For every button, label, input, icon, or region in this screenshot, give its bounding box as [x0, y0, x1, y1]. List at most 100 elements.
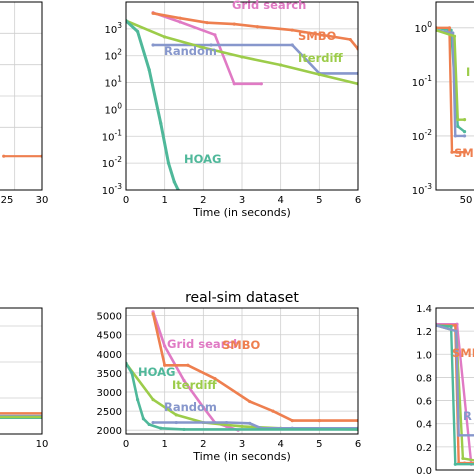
smbo-point: [205, 21, 209, 25]
smbo-point: [290, 28, 294, 32]
random-point: [248, 421, 252, 425]
hoag-point: [136, 29, 140, 34]
random-point: [174, 420, 178, 425]
series-iterdiff: [436, 28, 467, 122]
chart-title: real-sim dataset: [185, 290, 299, 306]
smbo-line: [151, 12, 358, 51]
y-tick-label: 3000: [97, 388, 122, 399]
random-point: [462, 134, 467, 138]
series-label-smbo: SMBO: [222, 338, 260, 352]
y-tick-label: 1.4: [416, 304, 432, 315]
x-tick-label: 30: [36, 195, 49, 206]
hoag-point: [159, 426, 163, 430]
plot-frame-bottom-right: [435, 307, 474, 471]
iterdiff-line: [436, 29, 466, 121]
y-tick-label: 1.2: [416, 327, 432, 338]
y-tick-label: 102: [104, 48, 122, 63]
x-axis-label: Time (in seconds): [192, 206, 291, 219]
smbo-point: [151, 11, 155, 15]
smbo-point: [2, 154, 6, 158]
iterdiff-point: [452, 34, 457, 38]
random-point: [453, 134, 457, 138]
series-random: [436, 28, 467, 138]
series-label-hoag: HOAG: [138, 365, 175, 379]
hoag-point: [141, 417, 145, 421]
iterdiff-point: [240, 424, 244, 428]
grid_search-point: [163, 344, 167, 348]
x-tick-label: 0: [123, 439, 129, 450]
grid_search-point: [259, 82, 263, 86]
series-label-grid_search: Grid search: [167, 337, 241, 351]
hoag-point: [147, 422, 151, 427]
x-tick-label: 50: [460, 195, 473, 206]
y-tick-label: 10-1: [412, 74, 432, 89]
hoag-point: [130, 371, 134, 375]
random-line: [436, 324, 474, 437]
smbo-point: [163, 363, 167, 367]
y-tick-label: 3500: [97, 369, 122, 380]
grid_search-point: [213, 33, 217, 37]
x-tick-label: 3: [239, 195, 245, 206]
iterdiff-point: [201, 46, 205, 50]
x-tick-label: 1: [161, 439, 167, 450]
iterdiff-point: [151, 398, 155, 402]
series-smbo: [2, 154, 42, 158]
plot-frame-top-middle: [125, 1, 359, 191]
y-tick-label: 100: [104, 101, 122, 116]
y-tick-label: 0.4: [416, 420, 432, 431]
x-tick-label: 6: [355, 195, 361, 206]
smbo-point: [151, 312, 155, 316]
random-line: [436, 29, 466, 138]
y-tick-label: 2000: [97, 426, 122, 437]
hoag-point: [136, 398, 140, 402]
grid_search-point: [232, 82, 236, 86]
hoag-point: [182, 427, 186, 432]
series-label-smbo: SMB: [454, 146, 474, 160]
smbo-point: [186, 363, 190, 367]
y-tick-label: 0.0: [416, 466, 432, 474]
hoag-point: [456, 124, 460, 129]
series-label-iterdiff: Iterdiff: [298, 51, 343, 65]
y-tick-label: 10-2: [102, 155, 122, 170]
smbo-point: [213, 377, 217, 381]
y-tick-label: 103: [104, 21, 122, 36]
series-label-smbo: SMBO: [298, 29, 336, 43]
grid_search-point: [182, 378, 186, 383]
y-tick-label: 0.2: [416, 443, 432, 454]
plot-frame-bottom-left: [0, 307, 43, 435]
x-tick-label: 5: [316, 439, 322, 450]
hoag-point: [159, 121, 163, 126]
series-label-smbo: SMB: [452, 346, 474, 360]
grid_search-point: [201, 405, 205, 409]
x-tick-label: 1: [161, 195, 167, 206]
x-tick-label: 4: [277, 439, 283, 450]
iterdiff-point: [279, 63, 283, 67]
series-smbo: [151, 11, 358, 51]
iterdiff-point: [461, 456, 465, 461]
y-tick-label: 10-3: [102, 182, 122, 197]
plot-frame-top-left: [0, 1, 43, 191]
smbo-line: [436, 26, 466, 154]
hoag-line: [126, 362, 358, 431]
y-tick-label: 0.8: [416, 373, 432, 384]
random-point: [454, 329, 458, 333]
series-label-random: Random: [164, 44, 217, 58]
series-label-iterdiff: Iterdiff: [172, 378, 217, 392]
random-point: [209, 43, 213, 47]
smbo-point: [453, 323, 457, 327]
smbo-point: [447, 26, 452, 30]
plot-frame-top-right: [435, 1, 474, 191]
iterdiff-point: [163, 35, 167, 39]
hoag-point: [453, 462, 457, 466]
iterdiff-point: [174, 413, 178, 417]
grid_search-point: [178, 20, 182, 24]
series-label-grid_search: Grid search: [232, 0, 306, 12]
random-point: [151, 43, 155, 47]
x-tick-label: 5: [316, 195, 322, 206]
y-tick-label: 4000: [97, 350, 122, 361]
y-tick-label: 0.6: [416, 397, 432, 408]
random-point: [290, 43, 294, 47]
x-tick-label: 2: [200, 439, 206, 450]
series-hoag: [126, 361, 358, 432]
smbo-point: [462, 150, 467, 154]
